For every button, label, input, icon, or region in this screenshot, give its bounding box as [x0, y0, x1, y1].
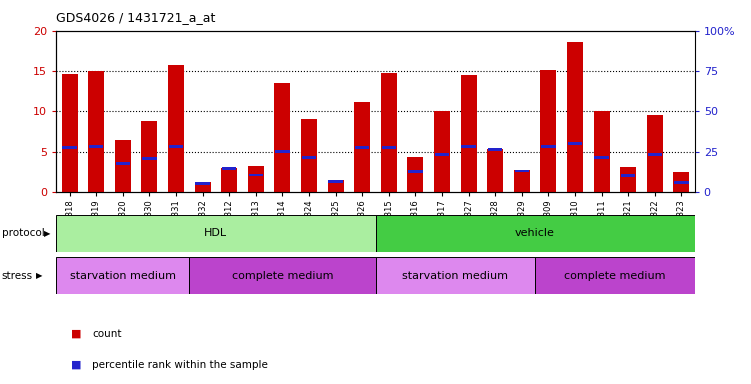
Bar	[382, 146, 396, 149]
Bar	[514, 170, 529, 192]
Bar	[89, 146, 104, 148]
Bar	[189, 257, 376, 294]
Bar	[409, 170, 423, 173]
Text: vehicle: vehicle	[515, 228, 555, 238]
Bar	[408, 157, 424, 192]
Text: stress: stress	[2, 270, 32, 281]
Bar	[488, 148, 502, 151]
Bar	[62, 74, 77, 192]
Bar	[487, 149, 503, 192]
Bar	[460, 75, 477, 192]
Bar	[327, 180, 344, 192]
Bar	[434, 111, 450, 192]
Bar	[593, 111, 610, 192]
Bar	[620, 167, 636, 192]
Bar	[381, 73, 397, 192]
Bar	[195, 182, 210, 185]
Text: starvation medium: starvation medium	[70, 270, 176, 281]
Bar	[169, 146, 183, 148]
Bar	[674, 172, 689, 192]
Bar	[248, 166, 264, 192]
Bar	[461, 146, 476, 148]
Bar	[195, 182, 210, 192]
Bar	[535, 257, 695, 294]
Bar	[302, 156, 316, 159]
Bar	[567, 42, 583, 192]
Bar	[647, 154, 662, 156]
Bar	[621, 174, 635, 177]
Bar	[249, 174, 263, 177]
Bar	[354, 103, 370, 192]
Text: ■: ■	[71, 360, 82, 370]
Bar	[674, 181, 689, 184]
Bar	[275, 150, 290, 153]
Text: HDL: HDL	[204, 228, 228, 238]
Bar	[376, 257, 535, 294]
Bar	[355, 146, 369, 149]
Bar	[301, 119, 317, 192]
Bar	[56, 257, 189, 294]
Text: protocol: protocol	[2, 228, 44, 238]
Text: ▶: ▶	[44, 229, 50, 238]
Bar	[222, 168, 237, 192]
Bar	[89, 71, 104, 192]
Bar	[328, 180, 342, 183]
Bar	[274, 83, 291, 192]
Bar	[56, 215, 376, 252]
Text: starvation medium: starvation medium	[403, 270, 508, 281]
Text: complete medium: complete medium	[231, 270, 333, 281]
Bar	[435, 153, 449, 156]
Bar	[116, 162, 130, 165]
Bar	[141, 121, 158, 192]
Bar	[568, 142, 582, 145]
Bar	[168, 65, 184, 192]
Bar	[115, 140, 131, 192]
Text: GDS4026 / 1431721_a_at: GDS4026 / 1431721_a_at	[56, 12, 216, 25]
Bar	[594, 156, 609, 159]
Text: ■: ■	[71, 329, 82, 339]
Bar	[376, 215, 695, 252]
Bar	[647, 114, 663, 192]
Bar	[541, 146, 556, 148]
Text: count: count	[92, 329, 122, 339]
Text: percentile rank within the sample: percentile rank within the sample	[92, 360, 268, 370]
Bar	[142, 157, 157, 159]
Bar	[514, 170, 529, 172]
Bar	[541, 70, 556, 192]
Bar	[222, 167, 237, 170]
Text: ▶: ▶	[36, 271, 43, 280]
Bar	[62, 146, 77, 149]
Text: complete medium: complete medium	[564, 270, 665, 281]
